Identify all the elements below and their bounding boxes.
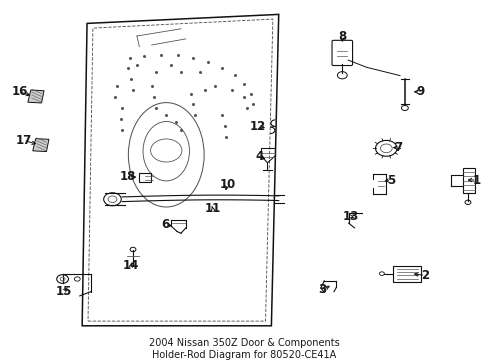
Text: 16: 16 [11,85,28,98]
Text: 18: 18 [120,170,136,183]
Text: 2: 2 [421,269,428,282]
Text: 7: 7 [394,141,402,154]
Polygon shape [28,90,44,103]
Text: 6: 6 [161,219,169,231]
Text: 8: 8 [338,30,346,42]
Text: 3: 3 [318,283,326,296]
Text: 13: 13 [342,210,359,223]
Text: 12: 12 [249,120,266,133]
Polygon shape [33,139,49,152]
Text: 1: 1 [472,174,480,186]
Text: 5: 5 [386,174,394,186]
Text: 9: 9 [416,85,424,98]
Text: 11: 11 [204,202,221,215]
Text: 4: 4 [255,150,263,163]
Text: 14: 14 [122,259,139,272]
Text: 2004 Nissan 350Z Door & Components
Holder-Rod Diagram for 80520-CE41A: 2004 Nissan 350Z Door & Components Holde… [149,338,339,360]
Text: 17: 17 [15,134,32,147]
Text: 15: 15 [55,285,72,298]
Text: 10: 10 [219,178,235,191]
